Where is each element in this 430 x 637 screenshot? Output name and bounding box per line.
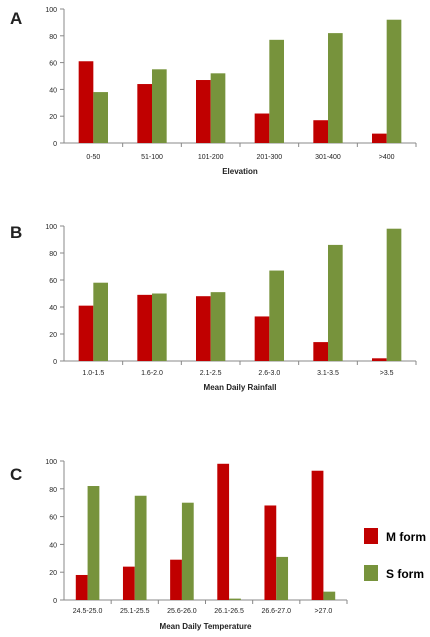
x-axis-title: Mean Daily Temperature — [160, 622, 252, 631]
bar-m-form — [170, 559, 182, 600]
panels: A 0 20 40 60 80 100 0-50 51-100 101-200 201-300 301… — [10, 7, 417, 631]
bar-s-form — [152, 293, 167, 361]
y-tick-label: 80 — [49, 251, 57, 258]
x-axis-title: Mean Daily Rainfall — [204, 383, 277, 392]
x-tick-label: 26.6-27.0 — [261, 608, 291, 615]
x-tick-label: 51-100 — [141, 154, 163, 161]
y-tick-label: 0 — [53, 141, 57, 148]
bar-m-form — [264, 505, 277, 600]
bar-s-form — [210, 73, 226, 143]
x-tick-label: >400 — [379, 154, 395, 161]
x-tick-label: 25.1-25.5 — [120, 608, 150, 615]
bar-s-form — [328, 33, 343, 144]
y-tick-label: 80 — [49, 34, 57, 41]
x-tick-label: 1.6-2.0 — [141, 370, 163, 377]
bar-s-form — [276, 556, 289, 600]
bar-s-form — [328, 244, 343, 361]
x-tick-label: 24.5-25.0 — [73, 608, 103, 615]
legend-label-m-form: M form — [386, 530, 426, 544]
bar-m-form — [137, 84, 152, 143]
bar-m-form — [78, 305, 94, 361]
bar-s-form — [93, 282, 108, 361]
bar-m-form — [75, 574, 88, 600]
bar-m-form — [254, 316, 270, 361]
x-tick-label: 301-400 — [315, 154, 341, 161]
x-tick-label: >3.5 — [380, 370, 394, 377]
bar-m-form — [311, 470, 324, 600]
bar-m-form — [254, 113, 270, 143]
legend: M form S form — [364, 528, 426, 581]
legend-label-s-form: S form — [386, 567, 424, 581]
x-tick-label: 2.6-3.0 — [258, 370, 280, 377]
y-tick-label: 60 — [49, 278, 57, 285]
panel-label: C — [10, 465, 22, 484]
bar-m-form — [78, 61, 94, 144]
bar-s-form — [134, 495, 147, 600]
x-tick-label: 1.0-1.5 — [82, 370, 104, 377]
bar-s-form — [386, 19, 402, 143]
x-tick-label: 0-50 — [86, 154, 100, 161]
y-tick-label: 100 — [45, 224, 57, 231]
y-tick-label: 60 — [49, 515, 57, 522]
y-tick-label: 0 — [53, 359, 57, 366]
panel-label: A — [10, 9, 22, 28]
panel-label: B — [10, 223, 22, 242]
y-tick-label: 20 — [49, 114, 57, 121]
bar-s-form — [152, 69, 167, 143]
bar-s-form — [87, 486, 100, 600]
x-tick-label: 3.1-3.5 — [317, 370, 339, 377]
y-tick-label: 100 — [45, 459, 57, 466]
bar-m-form — [196, 80, 211, 143]
bar-s-form — [269, 39, 284, 143]
bar-m-form — [137, 294, 152, 361]
x-tick-label: 25.6-26.0 — [167, 608, 197, 615]
bar-m-form — [372, 358, 387, 361]
chart-panel-b: B 0 20 40 60 80 100 1.0-1.5 1.6-2.0 2.1-2.5 2.6-3.… — [10, 223, 417, 392]
bar-s-form — [386, 228, 402, 361]
y-tick-label: 40 — [49, 542, 57, 549]
bar-m-form — [313, 342, 328, 361]
bar-m-form — [217, 463, 230, 600]
x-tick-label: 2.1-2.5 — [200, 370, 222, 377]
x-axis-title: Elevation — [222, 167, 258, 176]
bar-s-form — [210, 292, 226, 361]
y-tick-label: 20 — [49, 570, 57, 577]
y-tick-label: 60 — [49, 61, 57, 68]
x-tick-label: 26.1-26.5 — [214, 608, 244, 615]
x-tick-label: 201-300 — [256, 154, 282, 161]
bar-s-form — [269, 270, 284, 361]
bar-s-form — [323, 591, 336, 600]
y-tick-label: 0 — [53, 598, 57, 605]
legend-swatch-s-form — [364, 565, 378, 581]
y-tick-label: 20 — [49, 332, 57, 339]
y-tick-label: 40 — [49, 87, 57, 94]
bar-m-form — [372, 133, 387, 143]
x-tick-label: >27.0 — [315, 608, 333, 615]
y-tick-label: 100 — [45, 7, 57, 14]
bar-m-form — [196, 296, 211, 361]
y-tick-label: 40 — [49, 305, 57, 312]
bar-m-form — [313, 120, 328, 143]
x-tick-label: 101-200 — [198, 154, 224, 161]
bar-s-form — [229, 598, 241, 600]
y-tick-label: 80 — [49, 487, 57, 494]
chart-panel-a: A 0 20 40 60 80 100 0-50 51-100 101-200 201-300 301… — [10, 7, 417, 176]
chart-panel-c: C 0 20 40 60 80 100 24.5-25.0 25.1-25.5 25.6-26.0… — [10, 459, 348, 631]
legend-swatch-m-form — [364, 528, 378, 544]
bar-s-form — [93, 92, 108, 143]
bar-m-form — [122, 566, 135, 600]
bar-s-form — [181, 502, 194, 600]
